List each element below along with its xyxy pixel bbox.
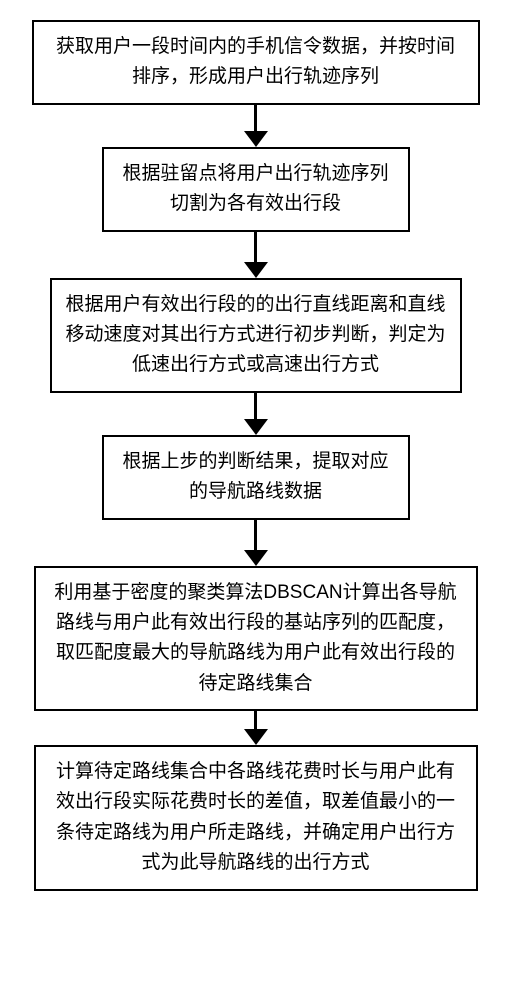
flowchart-step-6: 计算待定路线集合中各路线花费时长与用户此有效出行段实际花费时长的差值，取差值最小…: [34, 745, 478, 891]
arrow-5-6: [244, 711, 268, 745]
arrow-2-3: [244, 232, 268, 278]
arrow-head-icon: [244, 419, 268, 435]
step-5-text: 利用基于密度的聚类算法DBSCAN计算出各导航路线与用户此有效出行段的基站序列的…: [54, 582, 456, 694]
arrow-line: [254, 711, 257, 729]
flowchart-step-4: 根据上步的判断结果，提取对应的导航路线数据: [102, 435, 410, 520]
flowchart-step-5: 利用基于密度的聚类算法DBSCAN计算出各导航路线与用户此有效出行段的基站序列的…: [34, 566, 478, 712]
arrow-1-2: [244, 105, 268, 147]
step-6-text: 计算待定路线集合中各路线花费时长与用户此有效出行段实际花费时长的差值，取差值最小…: [56, 761, 455, 873]
flowchart-step-1: 获取用户一段时间内的手机信令数据，并按时间排序，形成用户出行轨迹序列: [32, 20, 480, 105]
arrow-3-4: [244, 393, 268, 435]
arrow-head-icon: [244, 729, 268, 745]
arrow-line: [254, 393, 257, 419]
arrow-line: [254, 232, 257, 262]
arrow-head-icon: [244, 262, 268, 278]
step-2-text: 根据驻留点将用户出行轨迹序列切割为各有效出行段: [122, 163, 388, 214]
flowchart-step-2: 根据驻留点将用户出行轨迹序列切割为各有效出行段: [102, 147, 410, 232]
step-1-text: 获取用户一段时间内的手机信令数据，并按时间排序，形成用户出行轨迹序列: [56, 36, 455, 87]
arrow-line: [254, 520, 257, 550]
arrow-head-icon: [244, 550, 268, 566]
flowchart-step-3: 根据用户有效出行段的的出行直线距离和直线移动速度对其出行方式进行初步判断，判定为…: [50, 278, 462, 393]
arrow-line: [254, 105, 257, 131]
arrow-head-icon: [244, 131, 268, 147]
arrow-4-5: [244, 520, 268, 566]
step-4-text: 根据上步的判断结果，提取对应的导航路线数据: [122, 451, 388, 502]
step-3-text: 根据用户有效出行段的的出行直线距离和直线移动速度对其出行方式进行初步判断，判定为…: [66, 294, 446, 376]
